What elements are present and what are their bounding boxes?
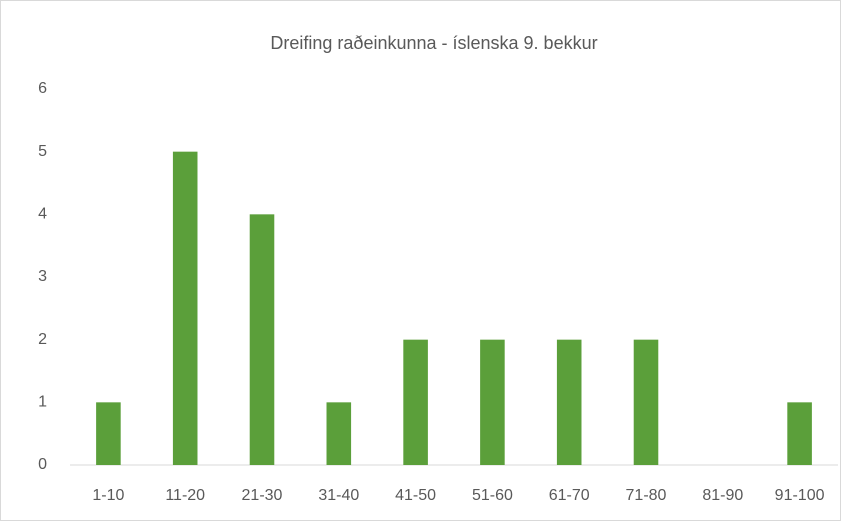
bar <box>249 214 275 465</box>
bar <box>556 339 582 465</box>
x-tick-label: 21-30 <box>242 487 283 504</box>
x-tick-label: 81-90 <box>702 487 743 504</box>
x-tick-label: 31-40 <box>318 487 359 504</box>
x-tick-label: 11-20 <box>165 487 205 504</box>
y-tick-label: 6 <box>38 80 47 97</box>
y-tick-label: 0 <box>38 456 47 473</box>
x-tick-label: 51-60 <box>472 487 513 504</box>
y-tick-label: 2 <box>38 331 47 348</box>
bar <box>96 402 121 465</box>
x-tick-label: 71-80 <box>626 487 667 504</box>
y-tick-label: 5 <box>38 143 47 160</box>
bar <box>403 339 428 465</box>
bar <box>326 402 352 465</box>
bar <box>480 339 505 465</box>
bar <box>633 339 659 465</box>
y-tick-label: 3 <box>38 268 47 285</box>
bar <box>787 402 812 465</box>
x-tick-label: 1-10 <box>92 487 124 504</box>
x-tick-label: 61-70 <box>549 487 590 504</box>
x-tick-label: 91-100 <box>775 487 825 504</box>
y-tick-label: 1 <box>38 394 47 411</box>
chart-title: Dreifing raðeinkunna - íslenska 9. bekku… <box>270 33 597 53</box>
y-tick-label: 4 <box>38 206 47 223</box>
bar <box>172 151 198 465</box>
x-tick-label: 41-50 <box>395 487 436 504</box>
